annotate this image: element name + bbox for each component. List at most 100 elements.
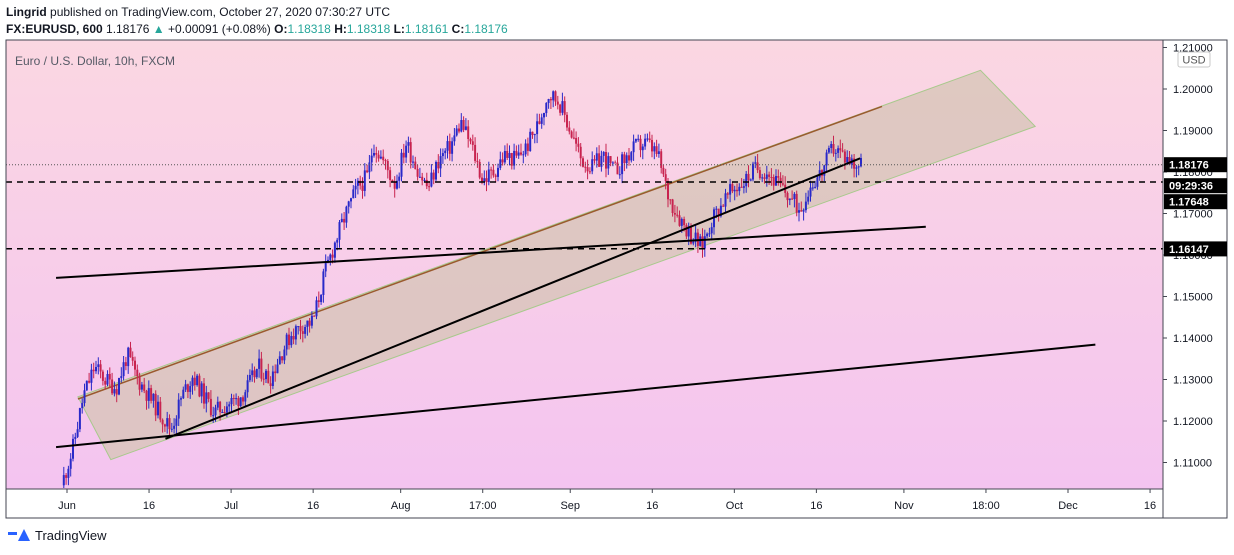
candle-body [310, 315, 313, 326]
candle-body [660, 151, 663, 168]
candle-body [618, 174, 621, 176]
candle-body [800, 210, 803, 212]
candle-body [593, 159, 596, 161]
candle-body [248, 375, 251, 381]
candle-body [216, 401, 219, 408]
candle-body [294, 326, 297, 340]
author-name[interactable]: Lingrid [6, 5, 47, 19]
candle-body [667, 181, 669, 200]
symbol-label[interactable]: FX:EURUSD, 600 [6, 22, 103, 36]
price-tag-label-4: 1.16147 [1169, 244, 1209, 256]
candle-body [62, 475, 65, 486]
candle-body [765, 174, 768, 179]
x-tick-label: 16 [646, 500, 658, 512]
candle-body [331, 254, 334, 258]
candle-body [733, 189, 736, 192]
candle-body [543, 113, 545, 118]
candle-body [361, 185, 364, 191]
candle-body [607, 156, 610, 169]
price-change: +0.00091 (+0.08%) [168, 22, 271, 36]
candle-body [104, 380, 107, 385]
candle-body [508, 153, 511, 158]
candle-body [747, 173, 750, 181]
candle-body [239, 397, 242, 407]
candle-body [474, 144, 477, 161]
candle-body [281, 356, 284, 361]
currency-badge [1177, 51, 1211, 68]
candle-body [669, 199, 672, 201]
candle-body [405, 145, 408, 158]
candle-body [304, 327, 307, 334]
candle-body [848, 157, 851, 165]
candle-body [161, 419, 164, 425]
candle-body [409, 142, 412, 163]
candle-body [391, 179, 394, 183]
candle-body [262, 378, 265, 380]
candle-body [402, 152, 405, 158]
candle-body [570, 131, 573, 138]
channel-shape[interactable] [77, 69, 1037, 461]
price-tag-2 [1164, 178, 1227, 194]
x-tick-label: 18:00 [972, 500, 1000, 512]
candle-body [795, 193, 798, 213]
candle-body [113, 389, 116, 394]
candle-body [154, 393, 157, 416]
candle-body [460, 120, 463, 132]
chart-title: Euro / U.S. Dollar, 10h, FXCM [15, 54, 175, 68]
candle-body [301, 331, 304, 334]
candle-body [437, 162, 440, 169]
candle-body [414, 161, 417, 170]
candle-body [616, 162, 619, 175]
y-tick-label: 1.20000 [1173, 84, 1213, 96]
candle-body [297, 326, 300, 328]
y-tick-label: 1.12000 [1173, 416, 1213, 428]
candle-body [398, 176, 401, 181]
candle-body [69, 458, 72, 469]
candle-body [816, 177, 819, 187]
open-value: 1.18318 [287, 22, 331, 36]
candle-body [407, 142, 410, 146]
price-tag-label-2: 09:29:36 [1169, 181, 1213, 193]
candle-body [775, 176, 777, 186]
candle-body [274, 371, 277, 374]
y-tick-label: 1.14000 [1173, 333, 1213, 345]
candle-body [487, 169, 490, 183]
candle-body [299, 326, 302, 332]
candle-body [572, 137, 575, 139]
candle-body [446, 141, 449, 151]
candle-body [333, 242, 336, 258]
candle-body [517, 152, 520, 156]
trend-line-3[interactable] [165, 157, 861, 440]
candle-body [225, 406, 228, 413]
candle-body [536, 121, 539, 135]
candle-body [781, 183, 784, 185]
candle-body [763, 177, 766, 179]
candle-body [834, 152, 837, 154]
price-axis-background [1163, 40, 1227, 518]
tradingview-brand[interactable]: TradingView [8, 527, 107, 543]
candle-body [97, 364, 100, 367]
high-label: H: [334, 22, 347, 36]
candle-body [717, 208, 720, 217]
candle-body [180, 398, 182, 400]
tradingview-logo-icon [8, 527, 30, 543]
trend-line-1[interactable] [56, 225, 926, 279]
candle-body [623, 154, 626, 163]
close-value: 1.18176 [464, 22, 508, 36]
candle-body [432, 172, 435, 180]
candle-body [219, 401, 222, 413]
candle-body [802, 210, 805, 212]
candle-body [159, 401, 162, 420]
ohlc-line: FX:EURUSD, 600 1.18176 ▲ +0.00091 (+0.08… [6, 22, 508, 36]
y-tick-label: 1.13000 [1173, 375, 1213, 387]
candle-body [814, 186, 817, 188]
candle-body [768, 174, 771, 177]
candle-body [292, 336, 295, 340]
candle-body [166, 418, 169, 427]
candle-body [191, 377, 194, 387]
trend-line-2[interactable] [55, 343, 1096, 449]
candle-body [676, 214, 679, 216]
candle-body [499, 159, 502, 168]
candle-body [129, 347, 132, 358]
